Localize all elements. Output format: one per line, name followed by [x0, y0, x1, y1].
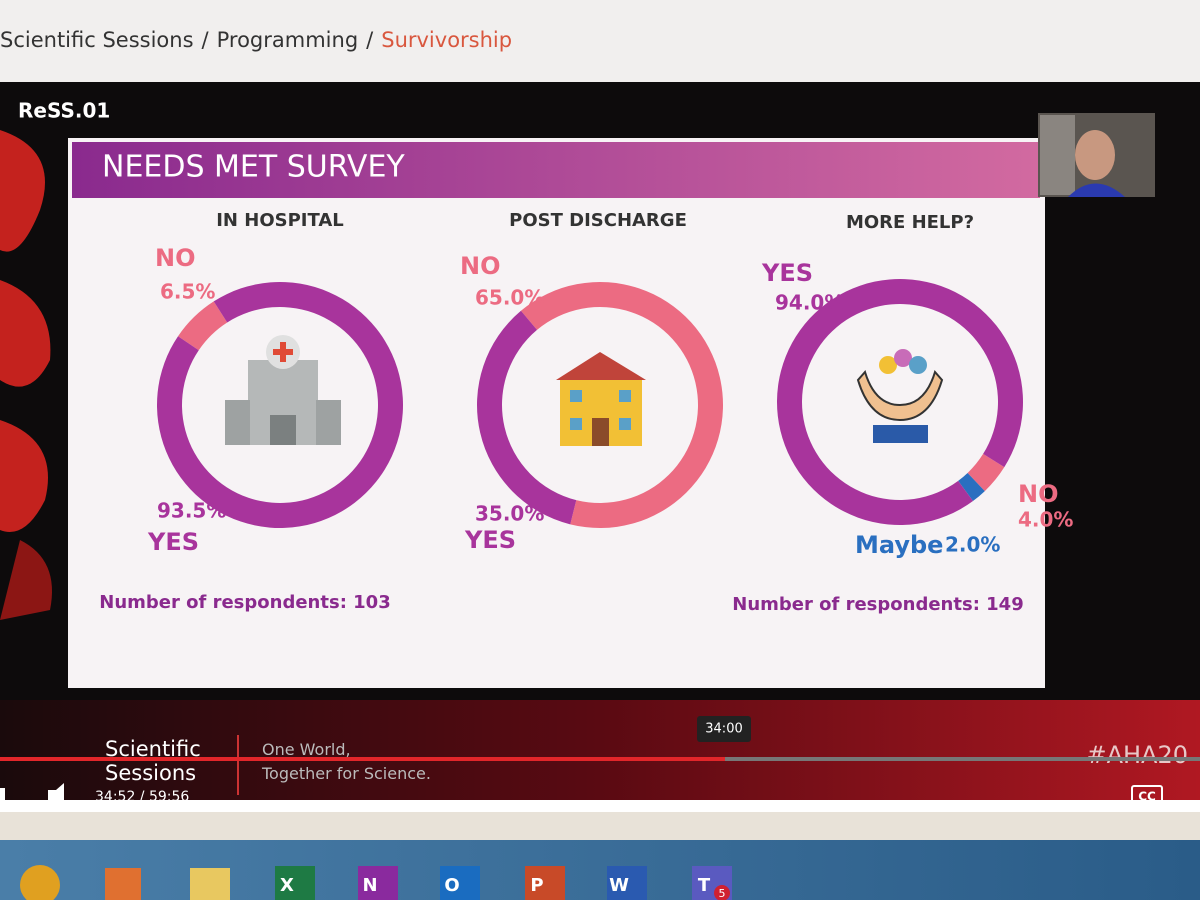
branding-band	[0, 700, 1200, 800]
brand-hashtag: #AHA20	[1086, 741, 1188, 769]
app-letter: W	[609, 875, 629, 896]
segment-label: YES	[761, 259, 813, 287]
segment-label: YES	[464, 526, 516, 554]
brand-tagline: One World, Together for Science.	[261, 740, 431, 783]
donut-segment	[958, 472, 985, 502]
segment-value: 6.5%	[160, 280, 215, 304]
segment-label: Maybe	[855, 531, 943, 559]
play-button[interactable]	[0, 788, 5, 806]
app-icon[interactable]	[275, 866, 315, 900]
video-title: ReSS.01	[18, 99, 110, 123]
badge-text: 5	[719, 887, 726, 900]
breadcrumb-item[interactable]: Scientific Sessions	[0, 28, 194, 52]
breadcrumb-separator: /	[366, 28, 374, 52]
respondents: Number of respondents: 103	[99, 592, 390, 613]
segment-value: 35.0%	[475, 502, 544, 526]
segment-value: 93.5%	[157, 499, 226, 523]
segment-value: 2.0%	[945, 533, 1000, 557]
donut-segment	[520, 282, 723, 528]
app-letter: P	[530, 875, 543, 896]
browser-header	[0, 0, 1200, 82]
hospital-icon	[225, 335, 341, 445]
app-icon[interactable]	[358, 866, 398, 900]
segment-label: NO	[155, 244, 196, 272]
donut-segment	[178, 301, 228, 351]
chart-title: POST DISCHARGE	[509, 210, 687, 231]
donut-segment	[476, 310, 577, 525]
donut-segment	[967, 453, 1005, 492]
segment-label: NO	[1018, 480, 1059, 508]
respondents: Number of respondents: 149	[732, 594, 1023, 615]
chart-title: IN HOSPITAL	[216, 210, 344, 231]
volume-button[interactable]	[48, 783, 64, 809]
segment-value: 4.0%	[1018, 508, 1073, 532]
app-icon[interactable]	[607, 866, 647, 900]
segment-label: NO	[460, 252, 501, 280]
charts: IN HOSPITAL Number of respondents: 103 NO 6…	[99, 210, 1073, 615]
chart-title: MORE HELP?	[846, 212, 974, 233]
app-icon[interactable]	[440, 866, 480, 900]
breadcrumb: Scientific Sessions / Programming / Survivor…	[0, 28, 512, 52]
segment-label: YES	[147, 528, 199, 556]
app-letter: O	[444, 875, 459, 896]
taskbar	[0, 840, 1200, 900]
breadcrumb-item[interactable]: Programming	[217, 28, 359, 52]
left-pattern	[0, 130, 52, 620]
media-icon[interactable]	[105, 868, 141, 900]
slide-header	[72, 142, 1040, 198]
tooltip-text: 34:00	[705, 722, 742, 737]
breadcrumb-item: Survivorship	[381, 28, 512, 52]
time-display: 34:52 / 59:56	[95, 789, 189, 805]
app-letter: N	[362, 875, 377, 896]
segment-value: 94.0%	[775, 291, 844, 315]
app-icon[interactable]	[525, 866, 565, 900]
slide-title: NEEDS MET SURVEY	[102, 150, 405, 185]
cc-button[interactable]	[1131, 785, 1163, 807]
progress-tooltip	[697, 716, 751, 742]
chrome-icon[interactable]	[20, 865, 60, 904]
badge	[714, 885, 730, 901]
segment-value: 65.0%	[475, 286, 544, 310]
progress-played	[0, 757, 725, 761]
files-icon[interactable]	[190, 868, 230, 900]
page-footer	[0, 812, 1200, 840]
webcam	[1038, 113, 1155, 197]
cc-text: CC	[1138, 790, 1156, 804]
app-letter: T	[698, 875, 711, 896]
school-icon	[556, 352, 646, 446]
help-icon	[856, 349, 944, 443]
app-letter: X	[280, 875, 294, 896]
breadcrumb-separator: /	[202, 28, 210, 52]
